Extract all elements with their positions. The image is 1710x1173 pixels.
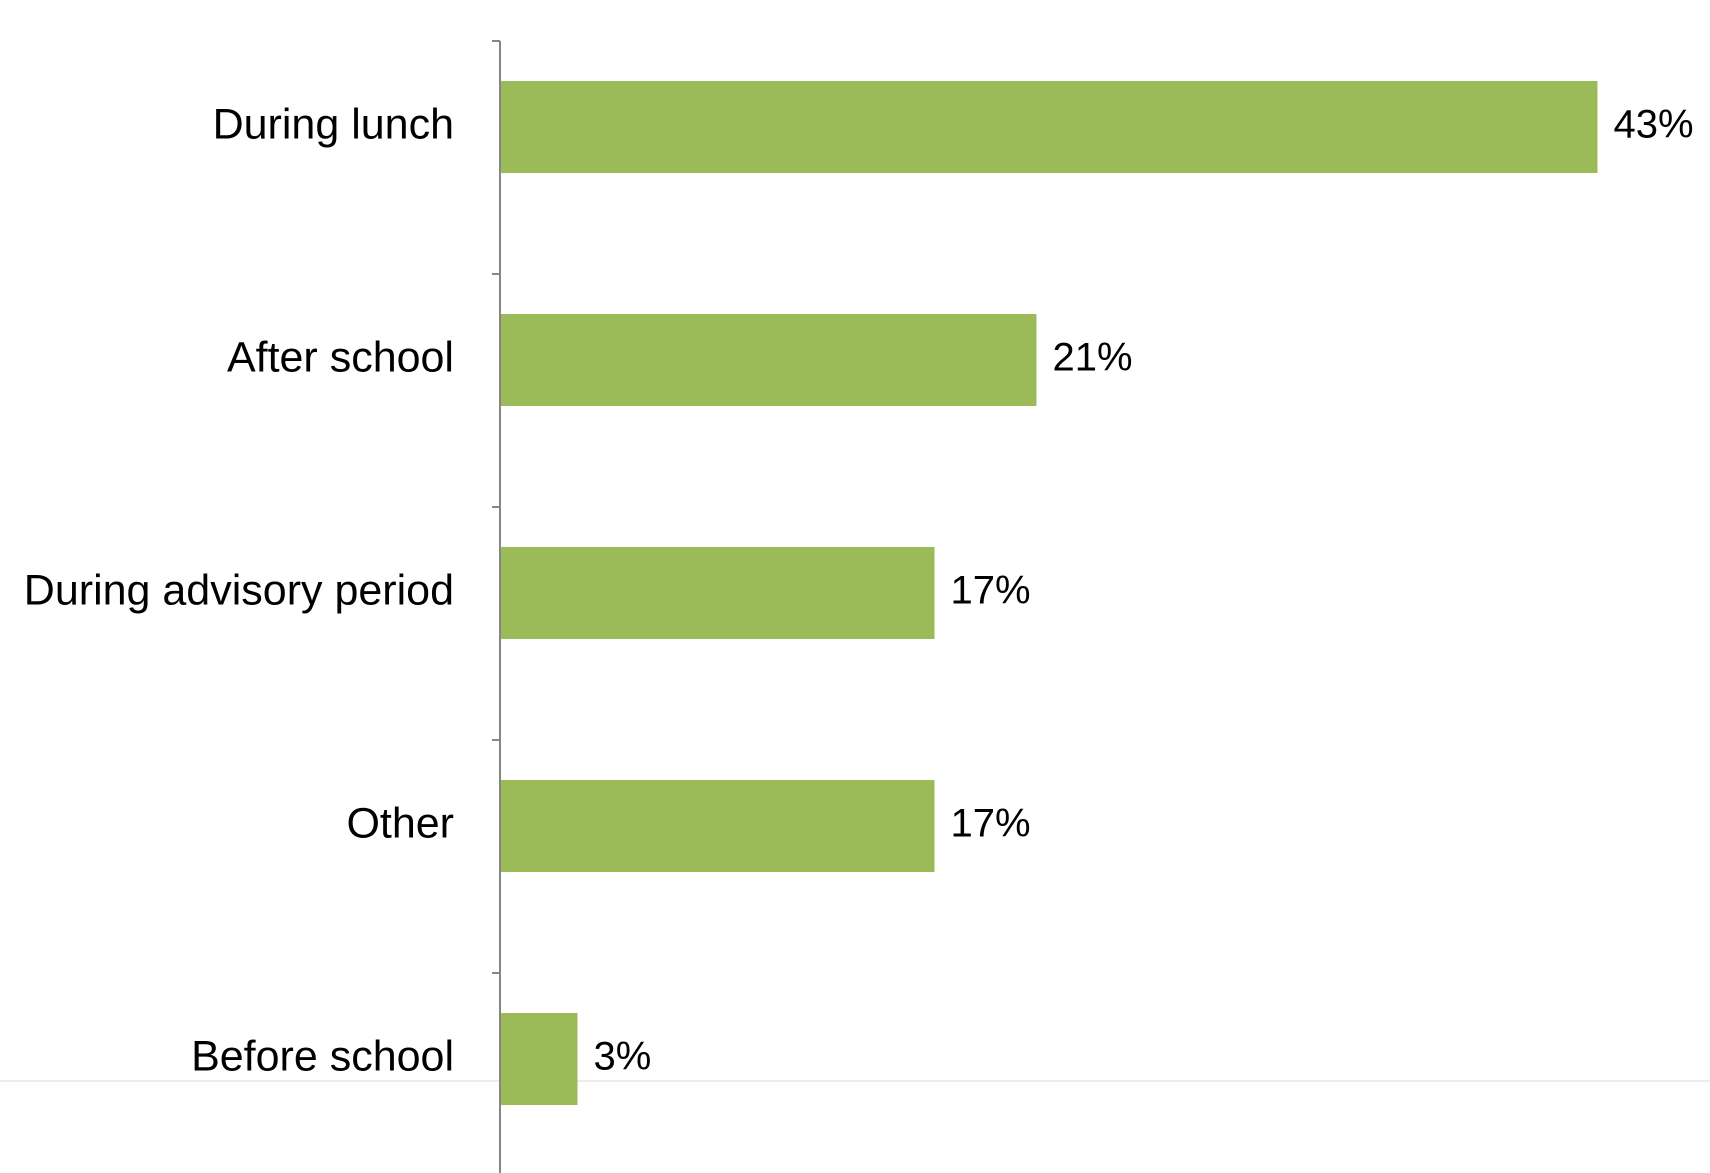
category-label: Other — [346, 799, 454, 847]
data-label: 3% — [594, 1035, 652, 1079]
bars — [501, 81, 1598, 1105]
bar — [501, 547, 935, 639]
value-labels: 43% 21% 17% 17% 3% — [594, 103, 1694, 1079]
category-label: During lunch — [213, 100, 454, 148]
bar — [501, 81, 1598, 173]
category-label: After school — [227, 333, 454, 381]
data-label: 17% — [951, 802, 1031, 846]
category-labels: During lunch After school During advisory … — [24, 100, 454, 1080]
data-label: 17% — [951, 569, 1031, 613]
data-label: 43% — [1614, 103, 1694, 147]
bar — [501, 780, 935, 872]
data-label: 21% — [1053, 336, 1133, 380]
bar — [501, 1013, 578, 1105]
category-label: During advisory period — [24, 566, 454, 614]
bar — [501, 314, 1037, 406]
category-label: Before school — [191, 1032, 454, 1080]
axis-ticks — [492, 40, 500, 974]
